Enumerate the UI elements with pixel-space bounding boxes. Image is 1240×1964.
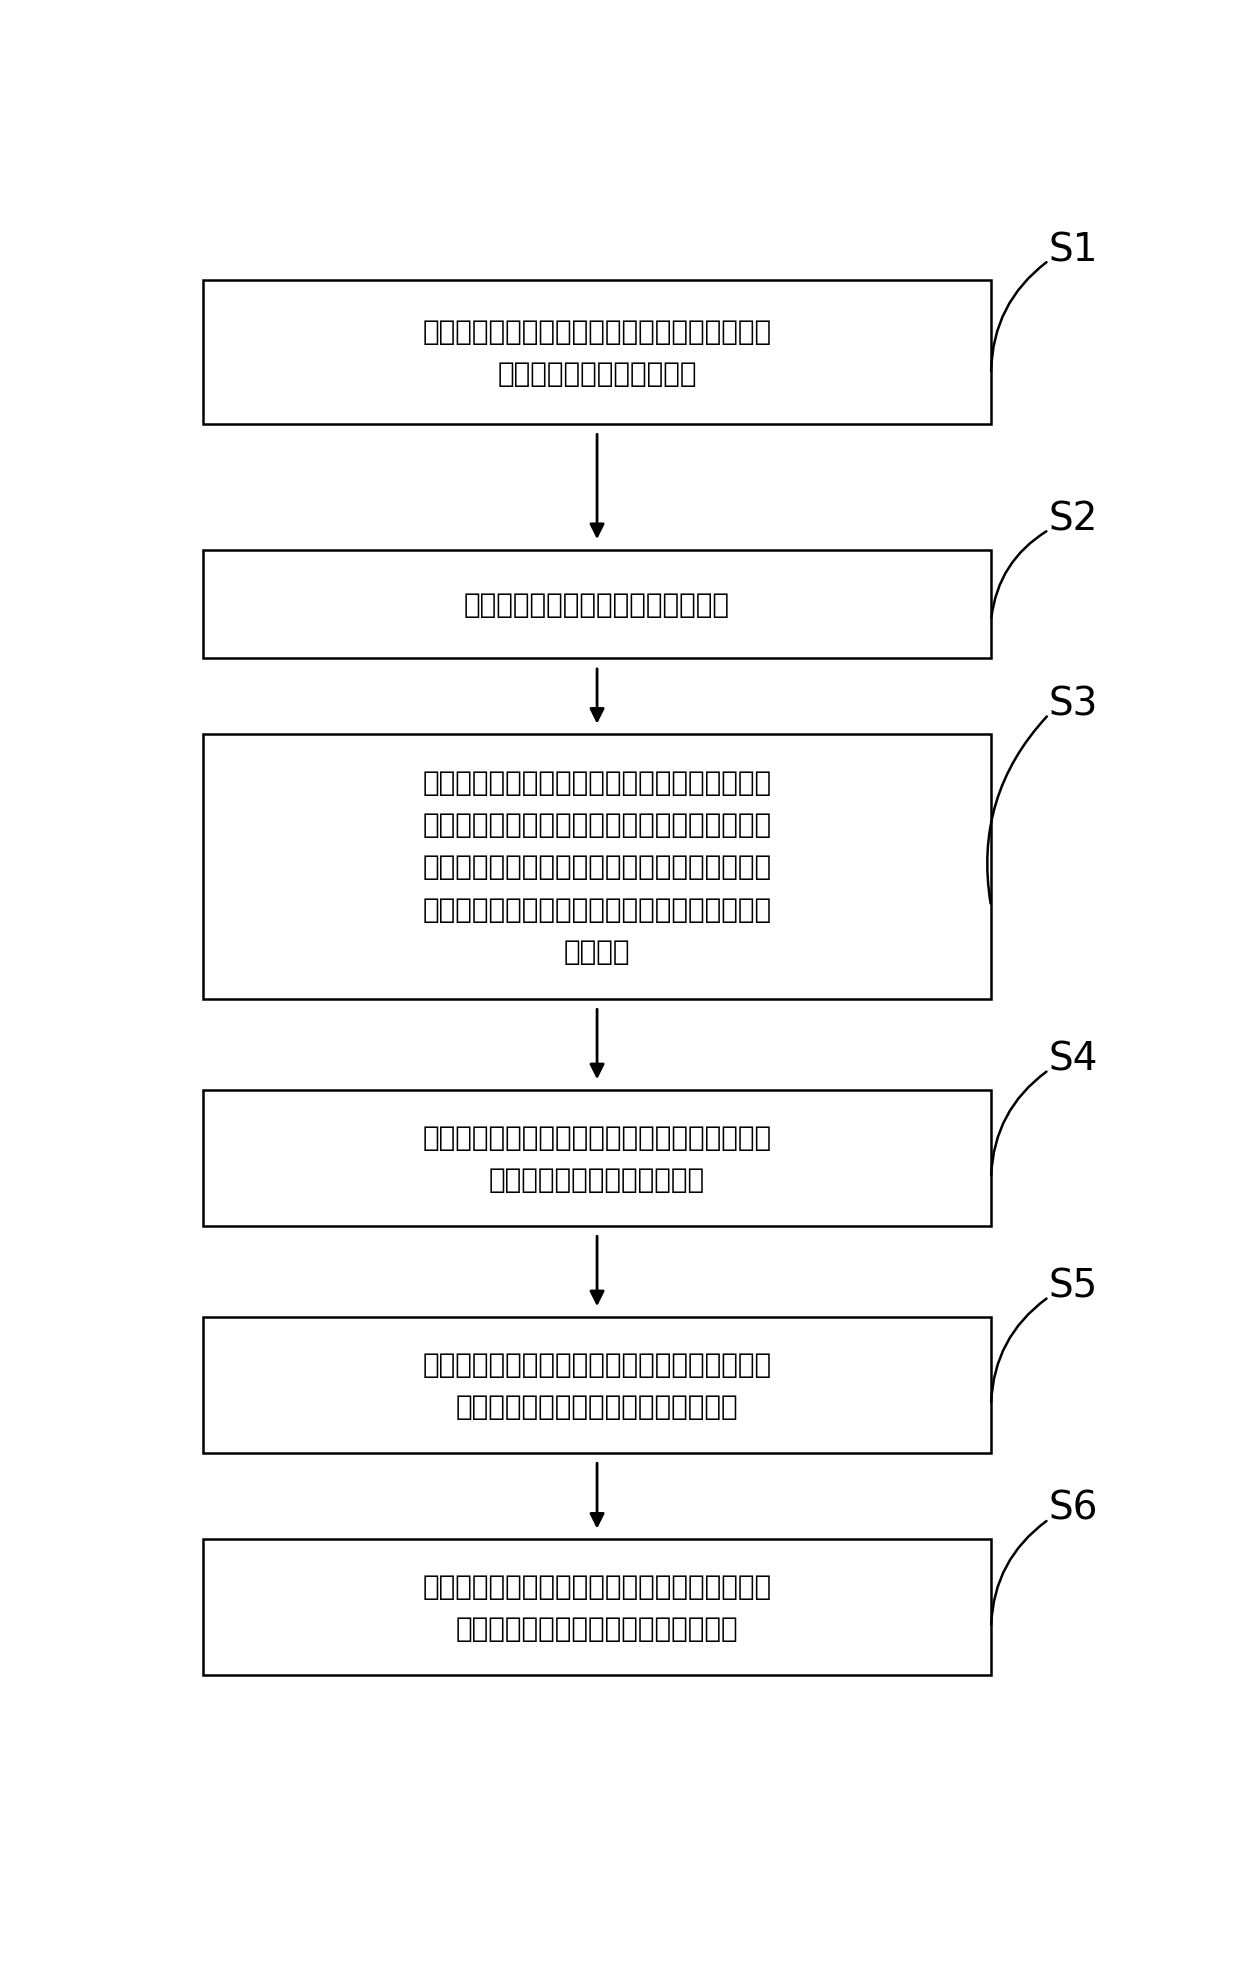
Text: S6: S6	[1048, 1489, 1097, 1528]
Text: 预先设定交叉口的机动车交通流、非机动车交通
流以及各交通流的冲突关系: 预先设定交叉口的机动车交通流、非机动车交通 流以及各交通流的冲突关系	[423, 318, 771, 389]
FancyBboxPatch shape	[203, 281, 991, 424]
FancyBboxPatch shape	[203, 1090, 991, 1226]
FancyBboxPatch shape	[203, 1540, 991, 1675]
FancyBboxPatch shape	[203, 735, 991, 1000]
Text: S2: S2	[1048, 501, 1097, 538]
Text: 基于信号配时法以及信号灯相位参数，求取信号
灯控制周期以及各目标相位的绿灯时间: 基于信号配时法以及信号灯相位参数，求取信号 灯控制周期以及各目标相位的绿灯时间	[423, 1349, 771, 1420]
FancyBboxPatch shape	[203, 550, 991, 660]
Text: S1: S1	[1048, 232, 1097, 269]
Text: S5: S5	[1048, 1267, 1097, 1304]
Text: 利用获得的信号灯控制周期、各目标相位的放行
顺序以及绿灯时间控制交叉口交通信号: 利用获得的信号灯控制周期、各目标相位的放行 顺序以及绿灯时间控制交叉口交通信号	[423, 1573, 771, 1642]
Text: S3: S3	[1048, 685, 1097, 723]
Text: 根据流量比数据、机动车交通流、非机动车交通
流以及冲突关系，自动生成信号灯相位参数；其
中包括：由机动车交通流获得初始相位后，将非
机动车交通流与初始相位结合得: 根据流量比数据、机动车交通流、非机动车交通 流以及冲突关系，自动生成信号灯相位参…	[423, 768, 771, 966]
Text: 获取全部机动车交通流的流量比数据: 获取全部机动车交通流的流量比数据	[464, 591, 730, 619]
Text: 对信号灯相位参数中的各目标相位进行相序优化
，确定各目标相位的放行顺序: 对信号灯相位参数中的各目标相位进行相序优化 ，确定各目标相位的放行顺序	[423, 1123, 771, 1194]
FancyBboxPatch shape	[203, 1318, 991, 1453]
Text: S4: S4	[1048, 1041, 1097, 1078]
